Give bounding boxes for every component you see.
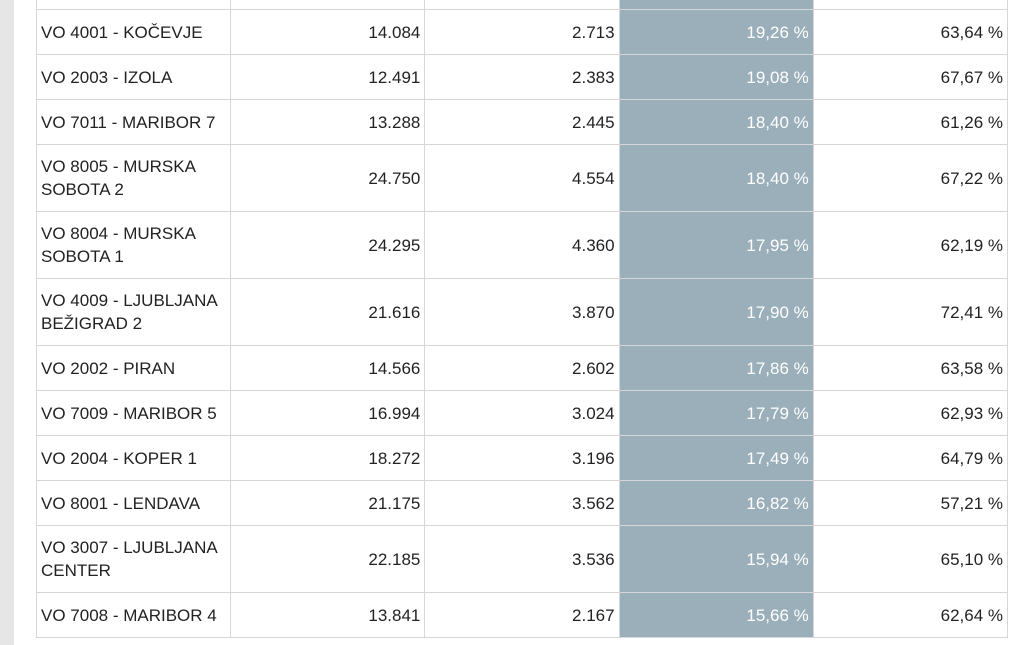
table-row: VO 2002 - PIRAN 14.566 2.602 17,86 % 63,58 % <box>35 345 1009 391</box>
cell-partial <box>424 0 620 10</box>
table-row: VO 7009 - MARIBOR 5 16.994 3.024 17,79 % 62,… <box>35 390 1009 436</box>
table-row: VO 8004 - MURSKA SOBOTA 1 24.295 4.360 17,9… <box>35 211 1009 279</box>
cell-unit-name: VO 2004 - KOPER 1 <box>35 435 232 481</box>
cell-value-1: 21.616 <box>230 278 426 346</box>
cell-value-1: 21.175 <box>230 480 426 526</box>
cell-percent: 62,19 % <box>812 211 1009 279</box>
cell-value-2: 4.360 <box>424 211 620 279</box>
cell-value-2: 4.554 <box>424 144 620 212</box>
cell-value-2: 2.383 <box>424 54 620 100</box>
cell-percent-highlighted: 17,90 % <box>618 278 814 346</box>
cell-percent-highlighted: 17,95 % <box>618 211 814 279</box>
cell-value-2: 2.445 <box>424 99 620 145</box>
cell-value-2: 3.196 <box>424 435 620 481</box>
cell-value-2: 2.167 <box>424 592 620 638</box>
cell-percent-highlighted: 19,26 % <box>618 9 814 55</box>
cell-percent-highlighted: 19,08 % <box>618 54 814 100</box>
table-row: VO 8001 - LENDAVA 21.175 3.562 16,82 % 57,21… <box>35 480 1009 526</box>
cell-value-2: 3.562 <box>424 480 620 526</box>
cell-percent: 57,21 % <box>812 480 1009 526</box>
cell-percent: 65,10 % <box>812 525 1009 593</box>
table-row-partial <box>35 0 1009 10</box>
cell-percent: 63,58 % <box>812 345 1009 391</box>
cell-percent-highlighted: 17,86 % <box>618 345 814 391</box>
cell-value-1: 18.272 <box>230 435 426 481</box>
left-gutter <box>0 0 14 645</box>
results-table-body: VO 4001 - KOČEVJE 14.084 2.713 19,26 % 63,64… <box>35 0 1009 638</box>
cell-percent-highlighted: 18,40 % <box>618 144 814 212</box>
table-row: VO 2004 - KOPER 1 18.272 3.196 17,49 % 64,79… <box>35 435 1009 481</box>
cell-value-2: 3.870 <box>424 278 620 346</box>
cell-value-1: 12.491 <box>230 54 426 100</box>
table-row: VO 2003 - IZOLA 12.491 2.383 19,08 % 67,67 % <box>35 54 1009 100</box>
cell-value-2: 2.602 <box>424 345 620 391</box>
results-table: VO 4001 - KOČEVJE 14.084 2.713 19,26 % 63,64… <box>35 0 1009 638</box>
cell-unit-name: VO 2003 - IZOLA <box>35 54 232 100</box>
results-table-container: VO 4001 - KOČEVJE 14.084 2.713 19,26 % 63,64… <box>35 0 1009 638</box>
table-row: VO 4001 - KOČEVJE 14.084 2.713 19,26 % 63,64… <box>35 9 1009 55</box>
cell-value-1: 22.185 <box>230 525 426 593</box>
cell-percent-highlighted: 17,79 % <box>618 390 814 436</box>
cell-unit-name: VO 3007 - LJUBLJANA CENTER <box>35 525 232 593</box>
table-row: VO 4009 - LJUBLJANA BEŽIGRAD 2 21.616 3.87… <box>35 278 1009 346</box>
cell-partial <box>35 0 232 10</box>
table-row: VO 7011 - MARIBOR 7 13.288 2.445 18,40 % 61,… <box>35 99 1009 145</box>
cell-percent-highlighted: 16,82 % <box>618 480 814 526</box>
cell-unit-name: VO 7008 - MARIBOR 4 <box>35 592 232 638</box>
cell-unit-name: VO 7011 - MARIBOR 7 <box>35 99 232 145</box>
cell-value-2: 3.536 <box>424 525 620 593</box>
cell-value-1: 16.994 <box>230 390 426 436</box>
cell-percent: 61,26 % <box>812 99 1009 145</box>
cell-unit-name: VO 8005 - MURSKA SOBOTA 2 <box>35 144 232 212</box>
cell-unit-name: VO 8001 - LENDAVA <box>35 480 232 526</box>
table-row: VO 3007 - LJUBLJANA CENTER 22.185 3.536 15,… <box>35 525 1009 593</box>
cell-value-1: 24.750 <box>230 144 426 212</box>
cell-percent: 62,64 % <box>812 592 1009 638</box>
table-row: VO 7008 - MARIBOR 4 13.841 2.167 15,66 % 62,… <box>35 592 1009 638</box>
cell-value-1: 13.288 <box>230 99 426 145</box>
cell-partial-highlighted <box>618 0 814 10</box>
cell-value-1: 14.084 <box>230 9 426 55</box>
cell-unit-name: VO 4009 - LJUBLJANA BEŽIGRAD 2 <box>35 278 232 346</box>
cell-value-1: 13.841 <box>230 592 426 638</box>
cell-percent: 64,79 % <box>812 435 1009 481</box>
cell-value-2: 3.024 <box>424 390 620 436</box>
cell-percent: 72,41 % <box>812 278 1009 346</box>
cell-percent-highlighted: 18,40 % <box>618 99 814 145</box>
cell-percent: 63,64 % <box>812 9 1009 55</box>
cell-partial <box>812 0 1009 10</box>
table-row: VO 8005 - MURSKA SOBOTA 2 24.750 4.554 18,4… <box>35 144 1009 212</box>
cell-partial <box>230 0 426 10</box>
cell-unit-name: VO 4001 - KOČEVJE <box>35 9 232 55</box>
cell-value-1: 14.566 <box>230 345 426 391</box>
cell-percent: 67,67 % <box>812 54 1009 100</box>
cell-unit-name: VO 8004 - MURSKA SOBOTA 1 <box>35 211 232 279</box>
cell-percent-highlighted: 15,66 % <box>618 592 814 638</box>
cell-percent-highlighted: 15,94 % <box>618 525 814 593</box>
cell-percent-highlighted: 17,49 % <box>618 435 814 481</box>
cell-unit-name: VO 7009 - MARIBOR 5 <box>35 390 232 436</box>
cell-percent: 67,22 % <box>812 144 1009 212</box>
cell-value-2: 2.713 <box>424 9 620 55</box>
cell-unit-name: VO 2002 - PIRAN <box>35 345 232 391</box>
cell-value-1: 24.295 <box>230 211 426 279</box>
cell-percent: 62,93 % <box>812 390 1009 436</box>
